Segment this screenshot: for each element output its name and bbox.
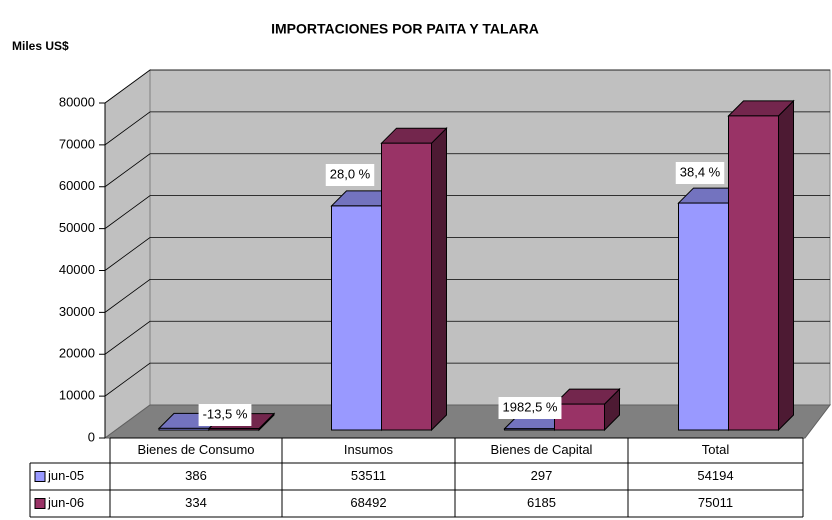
table-value: 75011 — [698, 495, 733, 510]
annotation: 38,4 % — [680, 164, 721, 179]
y-tick-label: 50000 — [59, 220, 95, 235]
grid-line — [104, 237, 830, 271]
y-tick-label: 30000 — [59, 304, 95, 319]
annotation: 1982,5 % — [503, 399, 558, 414]
bar — [504, 428, 555, 431]
bar-side — [431, 126, 447, 432]
bar — [158, 427, 210, 431]
bar — [381, 142, 432, 431]
grid-line — [104, 111, 830, 146]
grid-line — [104, 153, 830, 188]
annotation-box — [198, 404, 252, 426]
grid: 0 10000 20000 30000 40000 50000 60000 70000 8000… — [59, 69, 830, 444]
bar — [678, 202, 729, 431]
table-value: 54194 — [697, 468, 733, 483]
grid-line — [104, 320, 830, 355]
annotation: 28,0 % — [330, 166, 371, 181]
legend-swatch — [34, 498, 46, 509]
y-tick-label: 60000 — [59, 178, 95, 193]
y-tick-label: 0 — [88, 429, 95, 444]
y-axis-label: Miles US$ — [12, 39, 69, 53]
x-tick-label: Bienes de Capital — [491, 442, 593, 457]
table-value: 334 — [185, 495, 207, 510]
table-value: 53511 — [351, 468, 386, 483]
annotation-box — [675, 162, 725, 184]
grid-line — [104, 362, 830, 397]
x-tick-label: Insumos — [344, 442, 394, 457]
bar — [728, 115, 779, 431]
bar — [554, 403, 605, 431]
legend-label: jun-05 — [47, 468, 84, 483]
legend-swatch — [34, 471, 46, 482]
y-tick-label: 10000 — [59, 388, 95, 403]
grid-line — [104, 195, 830, 229]
table-value: 386 — [185, 468, 207, 483]
table-value: 297 — [531, 468, 553, 483]
table-value: 6185 — [527, 495, 556, 510]
chart-title: IMPORTACIONES POR PAITA Y TALARA — [271, 21, 539, 37]
legend-label: jun-06 — [47, 495, 84, 510]
y-tick-label: 40000 — [59, 262, 95, 277]
grid-line — [104, 278, 830, 313]
annotation: -13,5 % — [203, 406, 248, 421]
table-value: 68492 — [350, 495, 386, 510]
bars: -13,5 % 28,0 % 1982,5 % 38,4 % — [157, 99, 795, 432]
y-tick-label: 70000 — [59, 136, 95, 151]
annotation-box — [325, 164, 375, 186]
x-tick-label: Bienes de Consumo — [137, 442, 254, 457]
data-table: Bienes de Consumo Insumos Bienes de Capita… — [29, 437, 804, 518]
y-tick-label: 20000 — [59, 346, 95, 361]
bar — [331, 205, 382, 431]
bar — [208, 428, 260, 431]
grid-line — [104, 69, 830, 104]
x-tick-label: Total — [702, 442, 730, 457]
y-tick-label: 80000 — [59, 94, 95, 109]
bar-side — [778, 99, 794, 432]
annotation-box — [498, 397, 562, 419]
